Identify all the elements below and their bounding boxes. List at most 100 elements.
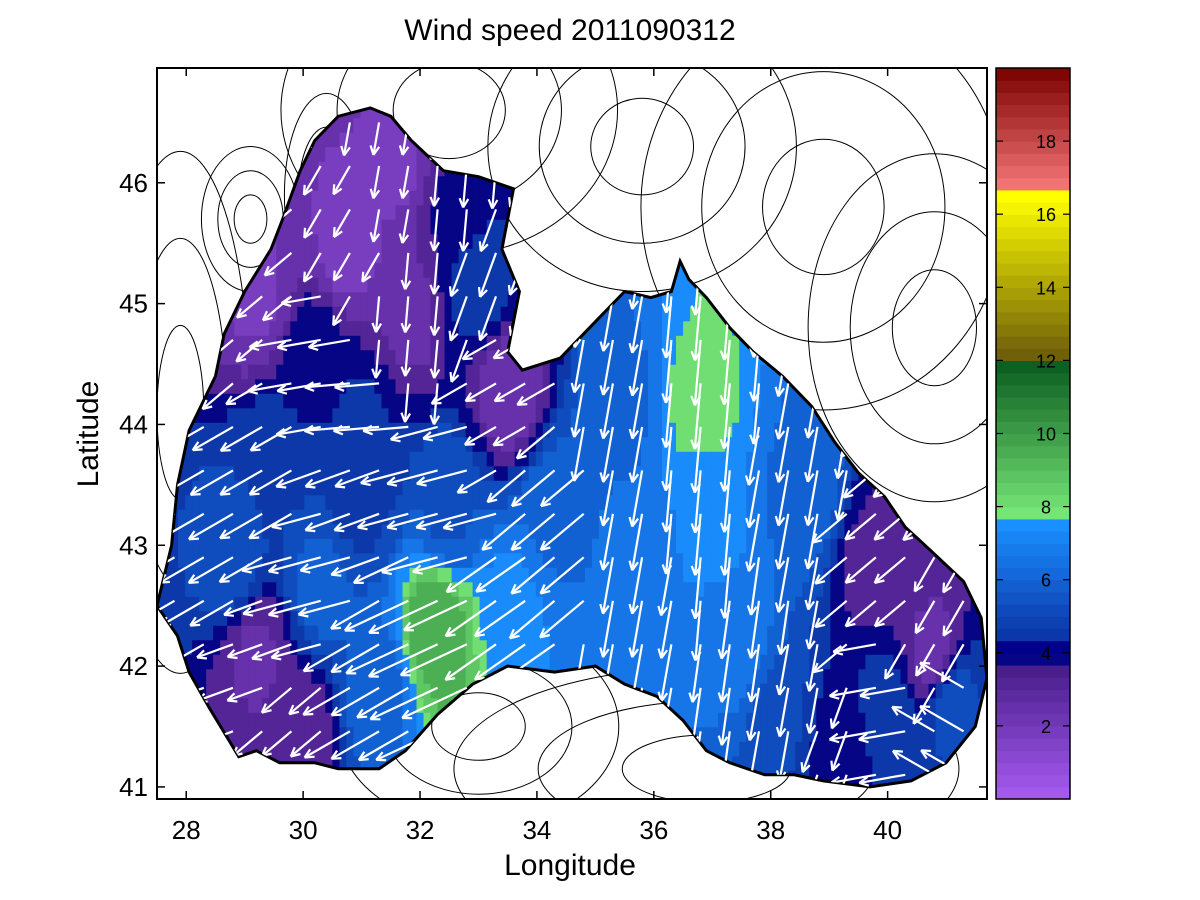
wind-speed-cell	[732, 538, 740, 554]
wind-speed-cell	[788, 422, 797, 438]
wind-speed-cell	[458, 523, 467, 539]
wind-speed-cell	[711, 639, 719, 655]
wind-speed-cell	[718, 320, 726, 336]
wind-speed-cell	[809, 480, 818, 496]
wind-speed-cell	[374, 567, 383, 583]
wind-speed-cell	[577, 581, 586, 597]
wind-speed-cell	[549, 436, 558, 452]
wind-speed-cell	[423, 712, 432, 728]
wind-speed-cell	[676, 625, 684, 641]
wind-speed-cell	[746, 451, 754, 467]
wind-speed-cell	[767, 755, 775, 771]
wind-speed-cell	[248, 726, 256, 742]
wind-speed-cell	[416, 654, 425, 670]
wind-speed-cell	[634, 349, 642, 365]
wind-speed-cell	[493, 291, 502, 307]
wind-speed-cell	[367, 393, 376, 409]
wind-speed-cell	[262, 523, 270, 539]
wind-speed-cell	[318, 480, 327, 496]
wind-speed-cell	[648, 364, 656, 380]
wind-speed-cell	[381, 639, 390, 655]
wind-speed-cell	[367, 755, 376, 771]
wind-speed-cell	[332, 306, 341, 322]
wind-speed-cell	[711, 610, 719, 626]
wind-speed-cell	[346, 683, 355, 699]
wind-speed-cell	[402, 509, 411, 525]
wind-speed-cell	[248, 610, 256, 626]
wind-speed-cell	[591, 567, 600, 583]
wind-speed-cell	[626, 639, 635, 655]
wind-speed-cell	[346, 726, 355, 742]
wind-speed-cell	[556, 625, 565, 641]
wind-speed-cell	[584, 465, 593, 481]
wind-speed-cell	[795, 393, 804, 409]
wind-speed-cell	[591, 393, 600, 409]
wind-speed-cell	[774, 451, 782, 467]
wind-speed-cell	[353, 538, 362, 554]
wind-speed-cell	[185, 509, 193, 525]
wind-speed-cell	[297, 248, 306, 264]
wind-speed-cell	[227, 349, 235, 365]
wind-speed-cell	[374, 107, 383, 119]
wind-speed-cell	[360, 451, 369, 467]
wind-speed-cell	[697, 610, 705, 626]
wind-speed-cell	[430, 654, 439, 670]
wind-speed-cell	[290, 509, 299, 525]
wind-speed-cell	[325, 726, 334, 742]
wind-speed-cell	[353, 436, 362, 452]
wind-speed-cell	[325, 190, 334, 206]
wind-speed-cell	[353, 248, 362, 264]
wind-speed-cell	[241, 654, 249, 670]
wind-speed-cell	[388, 349, 397, 365]
wind-speed-cell	[816, 668, 825, 684]
wind-speed-cell	[479, 204, 488, 220]
wind-speed-cell	[493, 451, 502, 467]
wind-speed-cell	[346, 523, 355, 539]
wind-speed-cell	[416, 204, 425, 220]
wind-speed-cell	[711, 726, 719, 742]
wind-speed-cell	[199, 422, 207, 438]
wind-speed-cell	[276, 349, 284, 365]
wind-speed-cell	[697, 393, 705, 409]
wind-speed-cell	[479, 610, 488, 626]
wind-speed-cell	[311, 262, 320, 278]
wind-speed-cell	[248, 422, 256, 438]
wind-speed-cell	[704, 494, 712, 510]
wind-speed-cell	[507, 465, 516, 481]
wind-speed-cell	[641, 538, 649, 554]
wind-speed-cell	[360, 364, 369, 380]
wind-speed-cell	[220, 364, 228, 380]
wind-speed-cell	[353, 610, 362, 626]
wind-speed-cell	[725, 654, 733, 670]
wind-speed-cell	[360, 335, 369, 351]
wind-speed-cell	[416, 712, 425, 728]
wind-speed-cell	[269, 741, 277, 757]
wind-speed-cell	[634, 610, 642, 626]
wind-speed-cell	[409, 219, 418, 235]
wind-speed-cell	[395, 349, 404, 365]
wind-speed-cell	[304, 567, 313, 583]
wind-speed-cell	[479, 349, 488, 365]
wind-speed-cell	[563, 465, 572, 481]
wind-speed-cell	[556, 393, 565, 409]
wind-speed-cell	[472, 190, 481, 206]
wind-speed-cell	[528, 422, 537, 438]
wind-speed-cell	[325, 219, 334, 235]
wind-speed-cell	[241, 625, 249, 641]
land-contour-line	[849, 211, 987, 445]
wind-speed-cell	[353, 741, 362, 757]
wind-speed-cell	[676, 335, 684, 351]
wind-speed-cell	[648, 581, 656, 597]
wind-speed-cell	[402, 610, 411, 626]
wind-speed-cell	[767, 364, 775, 380]
wind-speed-cell	[458, 306, 467, 322]
wind-speed-cell	[192, 422, 200, 438]
wind-speed-cell	[472, 175, 481, 191]
wind-speed-cell	[795, 436, 804, 452]
wind-speed-cell	[269, 422, 277, 438]
wind-speed-cell	[395, 306, 404, 322]
wind-speed-cell	[718, 407, 726, 423]
wind-speed-cell	[669, 639, 677, 655]
wind-speed-cell	[500, 219, 509, 235]
wind-speed-cell	[241, 393, 249, 409]
